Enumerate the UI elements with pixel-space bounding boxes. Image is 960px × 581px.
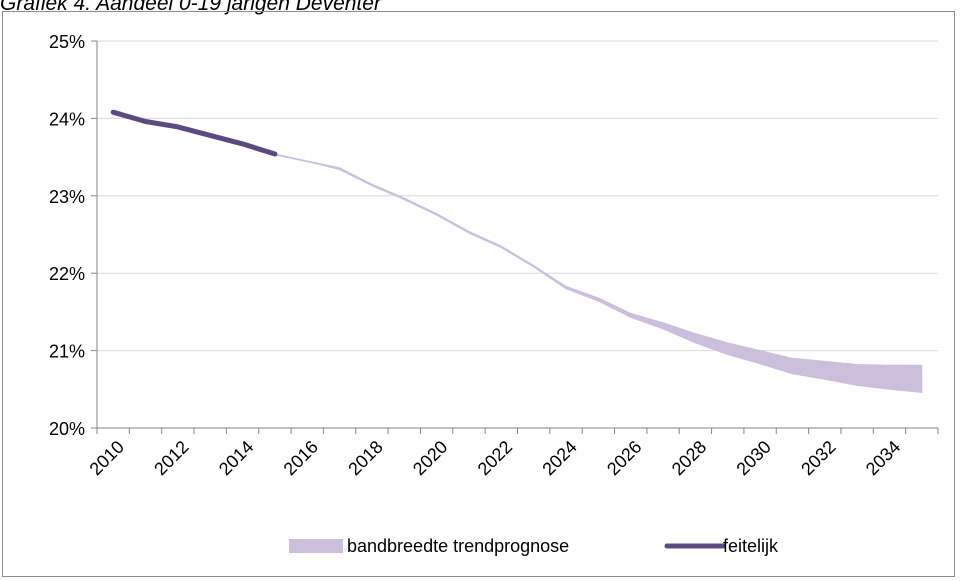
x-tick-label: 2010	[86, 437, 128, 479]
legend-label-band: bandbreedte trendprognose	[347, 536, 569, 556]
chart-frame	[2, 11, 955, 577]
y-tick-label: 23%	[49, 187, 85, 207]
x-tick-label: 2020	[409, 437, 451, 479]
x-tick-label: 2018	[344, 437, 386, 479]
band-area-trendprognose	[274, 153, 923, 393]
gridlines	[97, 40, 938, 352]
y-tick-label: 24%	[49, 109, 85, 129]
legend-swatch-band	[289, 539, 343, 553]
line-feitelijk	[110, 109, 278, 157]
x-tick-label: 2032	[797, 437, 839, 479]
x-tick-labels: 2010 2012 2014 2016 2018 2020 2022 2024 2026 2028…	[86, 437, 905, 479]
x-tick-label: 2028	[668, 437, 710, 479]
axes	[91, 40, 939, 434]
x-tick-label: 2024	[538, 437, 580, 479]
y-tick-label: 20%	[49, 419, 85, 439]
legend-label-line: feitelijk	[723, 536, 779, 556]
line-series	[110, 109, 278, 157]
legend: bandbreedte trendprognose feitelijk	[289, 536, 779, 556]
x-tick-label: 2016	[280, 437, 322, 479]
x-tick-label: 2014	[215, 437, 257, 479]
x-tick-label: 2012	[150, 437, 192, 479]
x-tick-label: 2022	[474, 437, 516, 479]
y-tick-labels: 20% 21% 22% 23% 24% 25%	[49, 32, 85, 439]
y-tick-label: 25%	[49, 32, 85, 52]
y-tick-label: 21%	[49, 342, 85, 362]
x-tick-label: 2030	[732, 437, 774, 479]
x-tick-label: 2026	[603, 437, 645, 479]
band-series	[274, 153, 923, 393]
x-tick-label: 2034	[862, 437, 904, 479]
y-tick-label: 22%	[49, 264, 85, 284]
